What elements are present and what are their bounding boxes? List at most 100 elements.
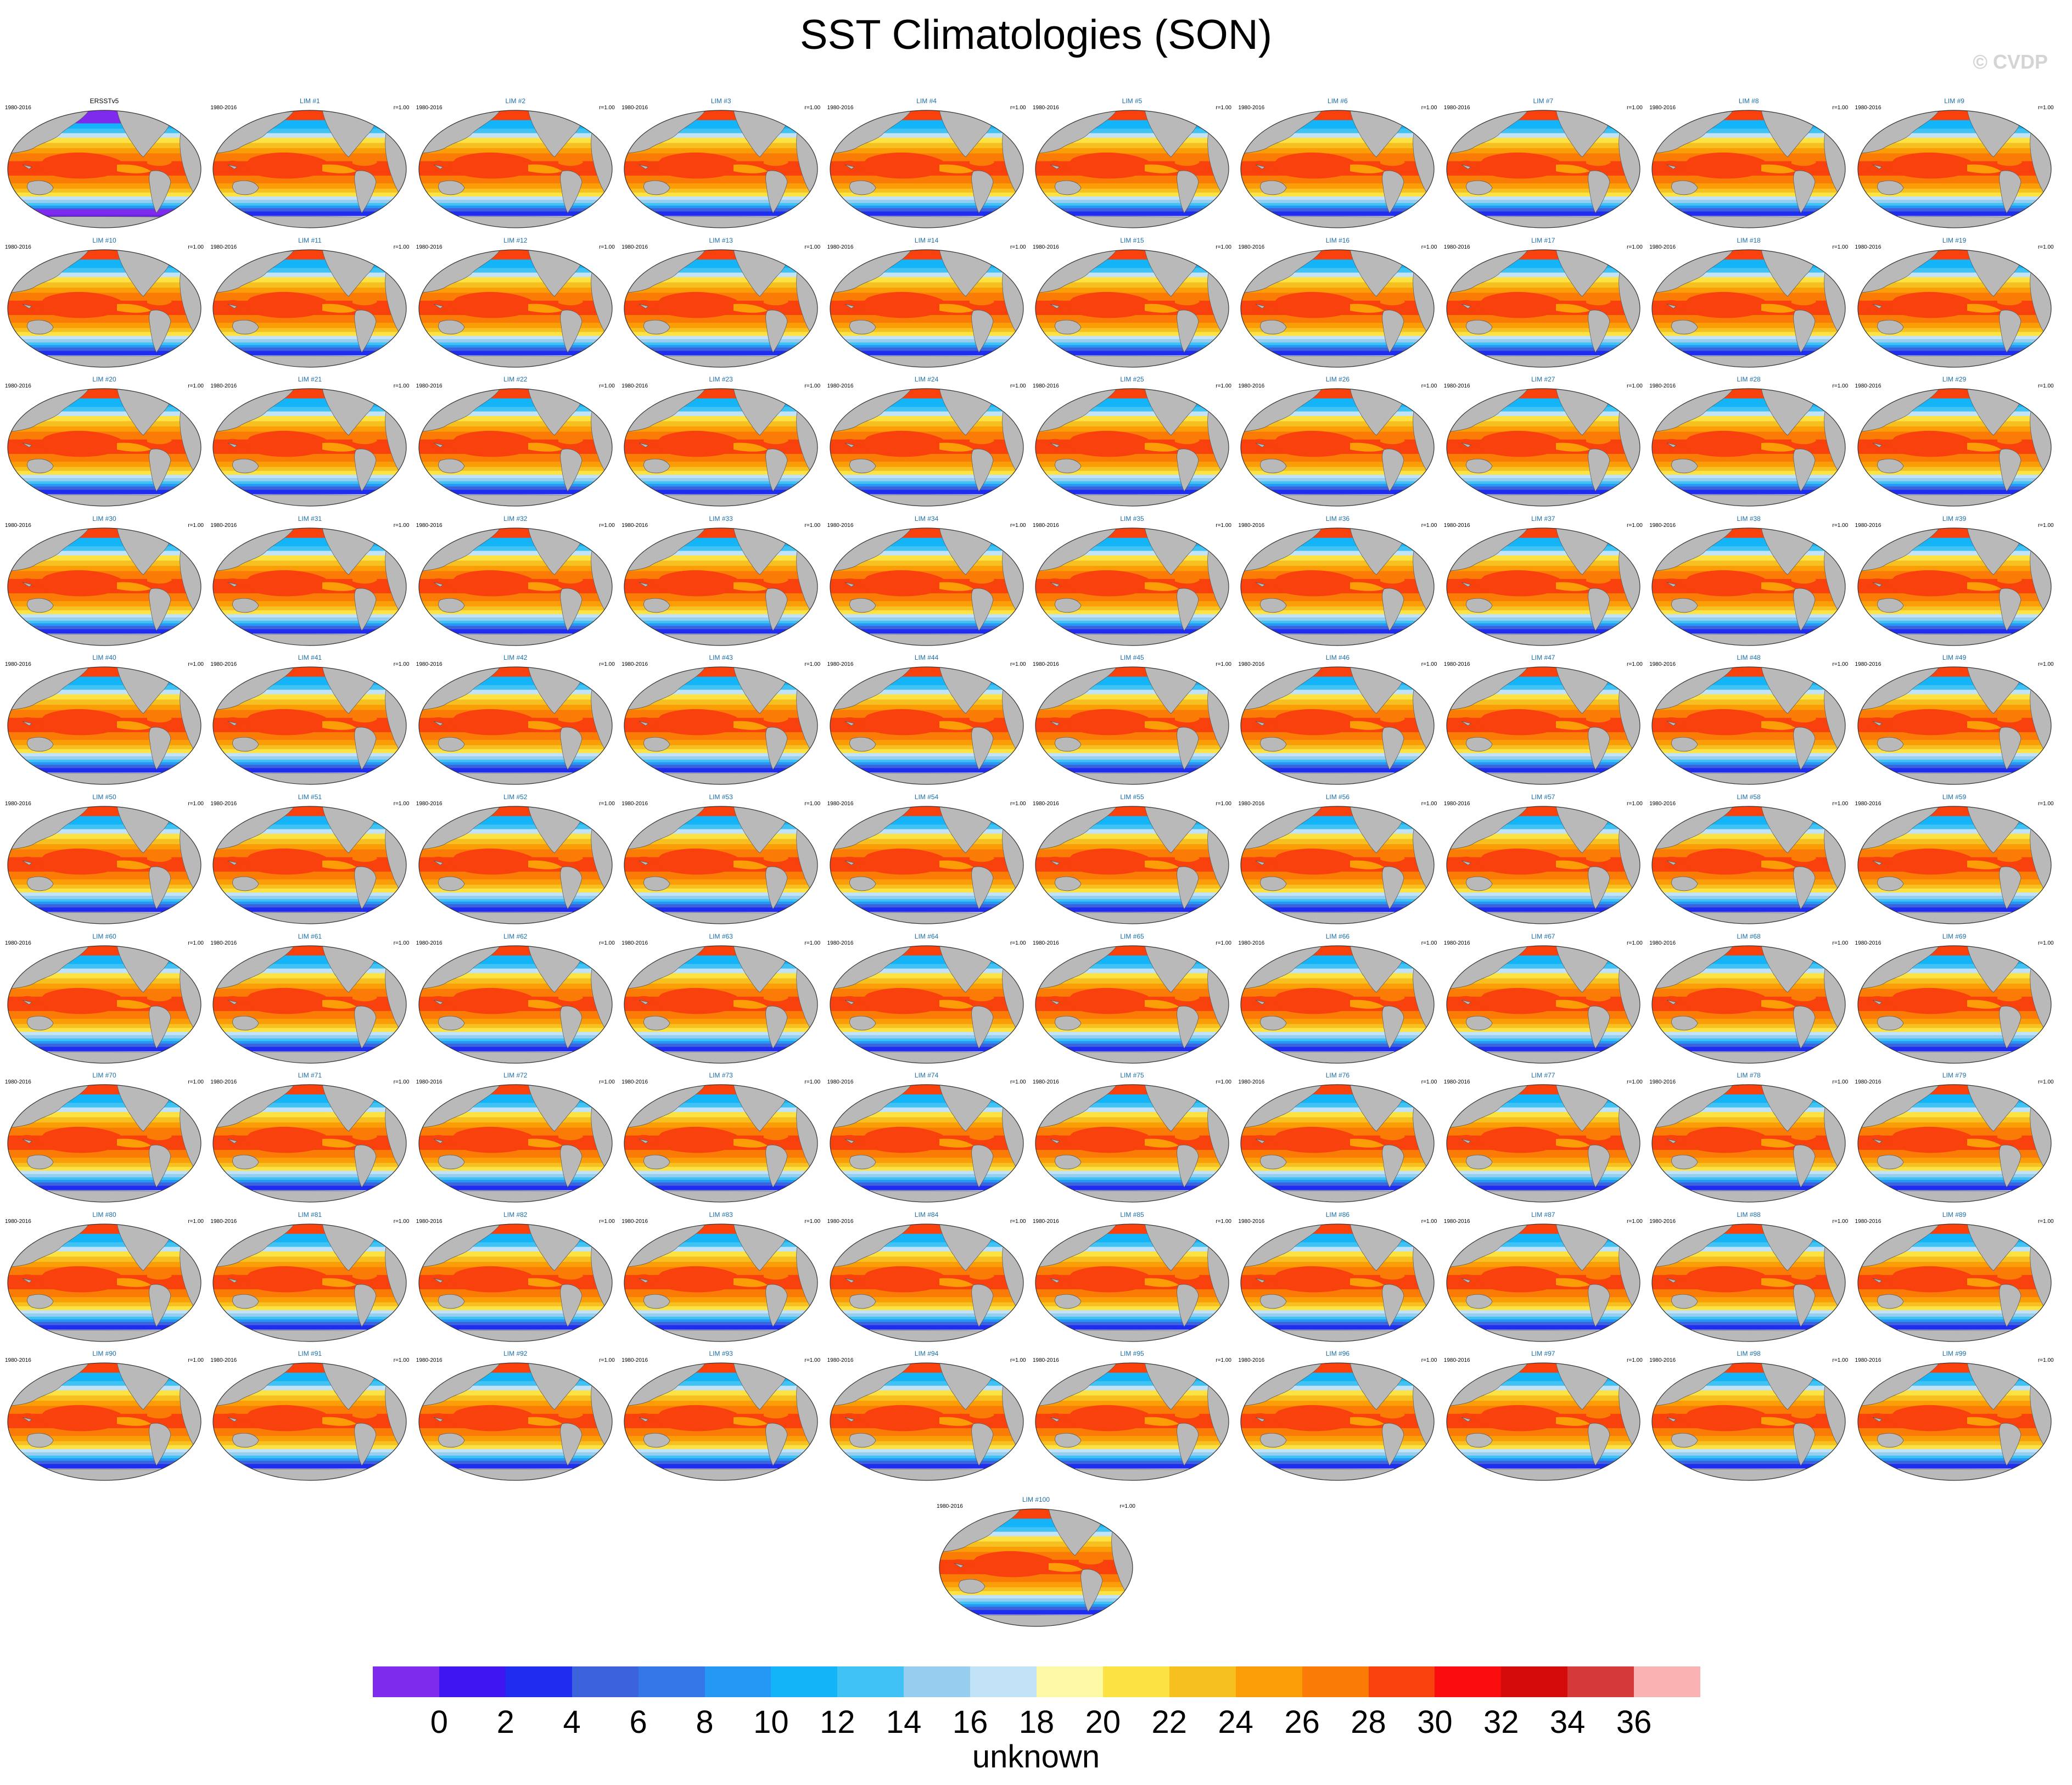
panel-pattern-correlation: r=1.00 — [1421, 1218, 1437, 1225]
sst-map — [1240, 1362, 1435, 1481]
map-panel: LIM #61 1980-2016 r=1.00 — [207, 932, 412, 1068]
panel-period: 1980-2016 — [1033, 801, 1059, 807]
map-panel: LIM #24 1980-2016 r=1.00 — [824, 375, 1029, 511]
panel-period: 1980-2016 — [1033, 1079, 1059, 1086]
panel-title: LIM #73 — [709, 1071, 733, 1080]
panel-pattern-correlation: r=1.00 — [1421, 940, 1437, 946]
panel-period: 1980-2016 — [1443, 1357, 1470, 1364]
map-panel: LIM #12 1980-2016 r=1.00 — [413, 236, 618, 372]
panel-title: LIM #31 — [298, 514, 322, 523]
sst-map — [1446, 527, 1640, 646]
panel-period: 1980-2016 — [1033, 244, 1059, 250]
sst-map — [1651, 945, 1846, 1064]
panel-title: LIM #41 — [298, 654, 322, 662]
map-panel: LIM #79 1980-2016 r=1.00 — [1852, 1071, 2057, 1207]
panel-pattern-correlation: r=1.00 — [2037, 105, 2054, 111]
panel-title: LIM #69 — [1942, 932, 1967, 940]
panel-period: 1980-2016 — [1443, 105, 1470, 111]
panel-pattern-correlation: r=1.00 — [1421, 1357, 1437, 1364]
sst-map — [624, 666, 818, 785]
panel-pattern-correlation: r=1.00 — [1421, 801, 1437, 807]
panel-period: 1980-2016 — [1855, 1218, 1881, 1225]
panel-pattern-correlation: r=1.00 — [188, 244, 204, 250]
panel-pattern-correlation: r=1.00 — [1010, 661, 1026, 668]
panel-pattern-correlation: r=1.00 — [1216, 661, 1231, 668]
panel-pattern-correlation: r=1.00 — [1010, 1357, 1026, 1364]
panel-period: 1980-2016 — [1649, 1079, 1676, 1086]
colorbar-box — [1169, 1666, 1236, 1697]
sst-map — [1651, 527, 1846, 646]
panel-period: 1980-2016 — [1649, 522, 1676, 529]
map-panel: LIM #44 1980-2016 r=1.00 — [824, 653, 1029, 789]
panel-period: 1980-2016 — [1033, 1218, 1059, 1225]
map-panel-grid: ERSSTv5 1980-2016 LIM #1 1980-2016 r=1.00 LIM… — [2, 97, 2057, 1627]
panel-pattern-correlation: r=1.00 — [804, 940, 821, 946]
map-panel: LIM #60 1980-2016 r=1.00 — [2, 932, 207, 1068]
sst-map — [1651, 1223, 1846, 1342]
panel-title: LIM #53 — [709, 793, 733, 801]
panel-period: 1980-2016 — [1855, 105, 1881, 111]
panel-period: 1980-2016 — [1443, 940, 1470, 946]
panel-pattern-correlation: r=1.00 — [1119, 1503, 1135, 1509]
panel-title: LIM #79 — [1942, 1071, 1967, 1080]
colorbar-box — [970, 1666, 1037, 1697]
panel-title: LIM #72 — [503, 1071, 528, 1080]
map-panel: LIM #43 1980-2016 r=1.00 — [618, 653, 824, 789]
panel-period: 1980-2016 — [1443, 244, 1470, 250]
panel-title: LIM #54 — [914, 793, 939, 801]
map-panel: LIM #5 1980-2016 r=1.00 — [1029, 97, 1235, 233]
panel-title: LIM #59 — [1942, 793, 1967, 801]
watermark: © CVDP — [1973, 50, 2048, 73]
panel-title: LIM #35 — [1120, 514, 1144, 523]
map-panel: LIM #42 1980-2016 r=1.00 — [413, 653, 618, 789]
panel-title: LIM #49 — [1942, 654, 1967, 662]
panel-pattern-correlation: r=1.00 — [1421, 661, 1437, 668]
panel-title: LIM #36 — [1325, 514, 1350, 523]
map-panel: LIM #46 1980-2016 r=1.00 — [1235, 653, 1440, 789]
panel-title: LIM #61 — [298, 932, 322, 940]
map-panel: LIM #92 1980-2016 r=1.00 — [413, 1349, 618, 1485]
panel-period: 1980-2016 — [416, 1218, 443, 1225]
panel-pattern-correlation: r=1.00 — [1627, 801, 1643, 807]
map-panel: LIM #33 1980-2016 r=1.00 — [618, 514, 824, 650]
panel-pattern-correlation: r=1.00 — [1010, 522, 1026, 529]
sst-map — [7, 110, 201, 228]
panel-pattern-correlation: r=1.00 — [188, 522, 204, 529]
panel-title: LIM #57 — [1531, 793, 1555, 801]
sst-map — [1240, 388, 1435, 507]
map-panel: LIM #97 1980-2016 r=1.00 — [1441, 1349, 1646, 1485]
colorbar-tick-label: 0 — [430, 1704, 449, 1740]
panel-title: LIM #62 — [503, 932, 528, 940]
sst-map — [1651, 249, 1846, 368]
sst-map — [7, 806, 201, 924]
panel-pattern-correlation: r=1.00 — [393, 801, 410, 807]
colorbar-tick-label: 8 — [696, 1704, 714, 1740]
panel-title: LIM #38 — [1737, 514, 1761, 523]
sst-map — [1035, 1084, 1229, 1203]
panel-period: 1980-2016 — [621, 940, 648, 946]
panel-title: LIM #93 — [709, 1350, 733, 1358]
map-panel: LIM #66 1980-2016 r=1.00 — [1235, 932, 1440, 1068]
panel-title: LIM #52 — [503, 793, 528, 801]
panel-period: 1980-2016 — [416, 522, 443, 529]
sst-map — [624, 1084, 818, 1203]
map-panel: LIM #29 1980-2016 r=1.00 — [1852, 375, 2057, 511]
panel-title: LIM #9 — [1944, 97, 1964, 105]
sst-map — [7, 527, 201, 646]
colorbar-box — [1435, 1666, 1502, 1697]
sst-map — [1035, 1362, 1229, 1481]
sst-map — [1857, 806, 2052, 924]
panel-period: 1980-2016 — [210, 661, 237, 668]
sst-map — [1651, 666, 1846, 785]
panel-period: 1980-2016 — [416, 801, 443, 807]
sst-map — [418, 249, 613, 368]
panel-title: LIM #97 — [1531, 1350, 1555, 1358]
map-panel: LIM #71 1980-2016 r=1.00 — [207, 1071, 412, 1207]
panel-title: LIM #15 — [1120, 236, 1144, 244]
panel-title: LIM #14 — [914, 236, 939, 244]
sst-map — [1240, 110, 1435, 228]
panel-title: LIM #28 — [1737, 375, 1761, 384]
panel-title: LIM #43 — [709, 654, 733, 662]
panel-pattern-correlation: r=1.00 — [1010, 244, 1026, 250]
colorbar-box — [1235, 1666, 1303, 1697]
